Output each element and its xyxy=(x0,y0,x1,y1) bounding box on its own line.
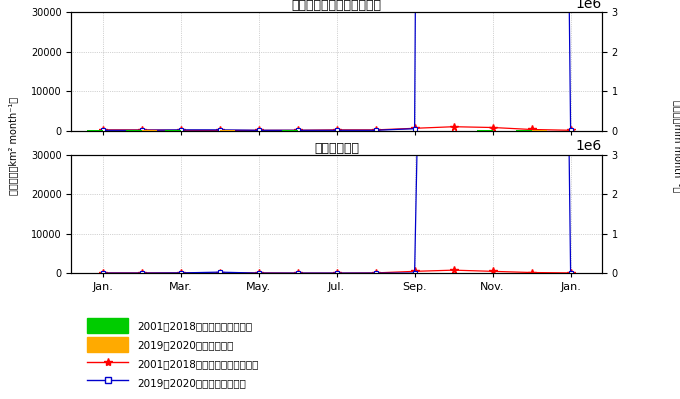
Title: ニューサウスウェールズ州: ニューサウスウェールズ州 xyxy=(292,0,381,12)
Text: 降水量（mm month⁻¹）: 降水量（mm month⁻¹） xyxy=(673,99,680,192)
Text: 火災面積（km² month⁻¹）: 火災面積（km² month⁻¹） xyxy=(8,97,18,195)
Title: ビクトリア州: ビクトリア州 xyxy=(314,142,359,155)
Legend: 2001～2018年の年平均月降水量, 2019～2020年の月降水量, 2001～2018年の平均月毎火災面積, 2019～2020年の月毎火災面積: 2001～2018年の年平均月降水量, 2019～2020年の月降水量, 200… xyxy=(87,318,258,390)
